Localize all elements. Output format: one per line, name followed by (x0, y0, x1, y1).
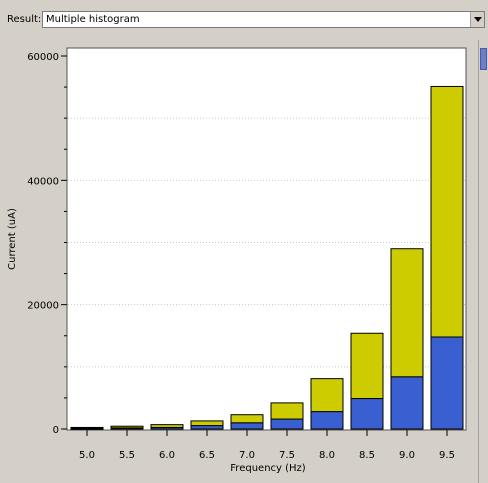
bar-top-segment (430, 85, 464, 338)
histogram-chart: 0 20000 40000 60000 5.0 5.5 6.0 6.5 7.0 7.5 8.0 8.… (7, 47, 467, 474)
bar-top-segment (270, 402, 304, 420)
y-axis-ticks: 0 20000 40000 60000 (27, 52, 67, 436)
bar-base-segment (390, 376, 424, 430)
result-label: Result: (7, 14, 42, 25)
bar-top-segment (70, 426, 104, 429)
x-tick-label: 6.5 (199, 450, 215, 461)
bar-top-segment (110, 425, 144, 429)
chevron-down-icon (473, 17, 482, 22)
bar-base-segment (310, 411, 344, 430)
bar-top-segment (310, 378, 344, 413)
bars (70, 85, 464, 430)
bar-base-segment (430, 336, 464, 430)
dropdown-button[interactable] (470, 12, 484, 27)
x-tick-label: 5.0 (79, 450, 95, 461)
y-tick-label: 40000 (27, 176, 59, 187)
x-tick-label: 7.0 (239, 450, 255, 461)
bar-top-segment (150, 424, 184, 428)
y-tick-label: 0 (53, 425, 59, 436)
x-tick-label: 5.5 (119, 450, 135, 461)
y-tick-label: 20000 (27, 301, 59, 312)
x-tick-label: 9.5 (439, 450, 455, 461)
bar-base-segment (350, 398, 384, 430)
y-tick-label: 60000 (27, 52, 59, 63)
bar-top-segment (390, 248, 424, 378)
x-tick-label: 6.0 (159, 450, 175, 461)
result-selected-value: Multiple histogram (46, 14, 140, 25)
x-tick-label: 9.0 (399, 450, 415, 461)
x-axis-title: Frequency (Hz) (230, 463, 306, 474)
y-axis-title: Current (uA) (7, 208, 18, 270)
x-tick-label: 8.5 (359, 450, 375, 461)
scroll-thumb[interactable] (480, 48, 487, 70)
vertical-scrollbar[interactable] (478, 40, 488, 483)
bar-top-segment (350, 332, 384, 400)
x-tick-label: 7.5 (279, 450, 295, 461)
bar-top-segment (230, 414, 264, 424)
bar-base-segment (190, 425, 224, 430)
bar-base-segment (270, 418, 304, 430)
bar-base-segment (230, 422, 264, 430)
result-bar: Result: Multiple histogram (0, 0, 488, 40)
x-tick-label: 8.0 (319, 450, 335, 461)
bar-top-segment (190, 420, 224, 427)
result-select[interactable]: Multiple histogram (42, 11, 485, 28)
x-axis-ticks: 5.0 5.5 6.0 6.5 7.0 7.5 8.0 8.5 9.0 9.5 (79, 430, 455, 461)
